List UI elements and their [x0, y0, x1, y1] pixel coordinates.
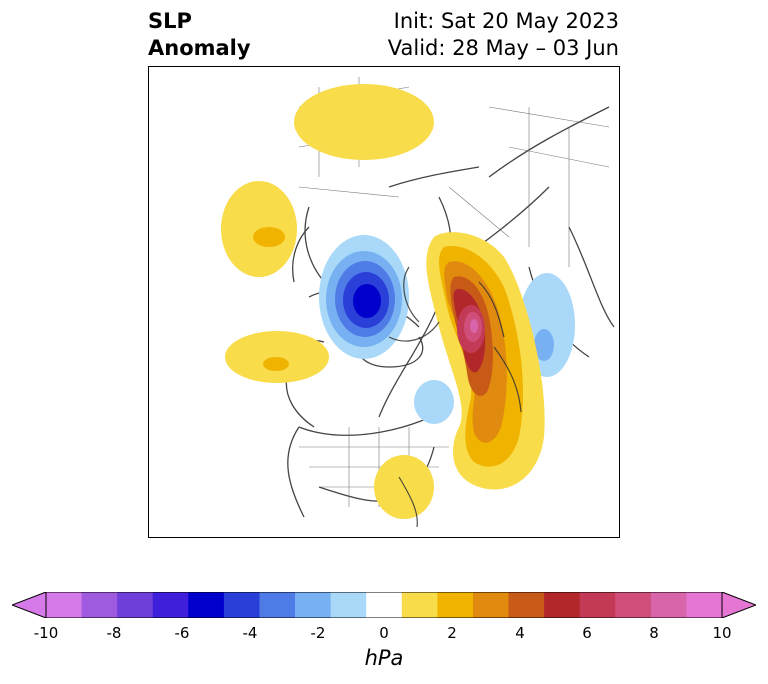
colorbar-segment	[579, 592, 616, 618]
tick-label: 8	[649, 624, 659, 642]
tick-label: -6	[174, 624, 190, 642]
positive-anomaly-north-pacific-north	[221, 181, 297, 277]
positive-anomaly-north-pacific-south	[225, 331, 329, 383]
colorbar-segment	[472, 592, 510, 618]
colorbar-segment	[259, 592, 296, 618]
title-left: SLP Anomaly	[148, 8, 251, 62]
positive-anomaly-north-pacific-south-core	[263, 357, 289, 371]
tick-label: 0	[379, 624, 389, 642]
colorbar-segment	[508, 592, 545, 618]
colorbar-extend-low	[10, 591, 47, 619]
colorbar-segments	[46, 592, 723, 618]
colorbar-segment	[81, 592, 118, 618]
colorbar-segment	[650, 592, 687, 618]
colorbar-segment	[401, 592, 438, 618]
colorbar-segment	[686, 592, 723, 618]
tick-label: 6	[582, 624, 592, 642]
colorbar-segment	[615, 592, 652, 618]
colorbar-segment	[46, 592, 83, 618]
tick-label: -8	[106, 624, 122, 642]
colorbar-unit: hPa	[364, 646, 404, 670]
tick-label: -10	[33, 624, 59, 642]
title-right: Init: Sat 20 May 2023 Valid: 28 May – 03…	[388, 8, 619, 62]
map-panel	[148, 66, 620, 538]
tick-label: 2	[447, 624, 457, 642]
negative-anomaly-arctic-core	[353, 284, 381, 318]
title-variable: SLP	[148, 9, 192, 33]
slp-anomaly-contours	[221, 84, 575, 519]
colorbar-segment	[366, 592, 403, 618]
positive-anomaly-atlantic-core	[470, 319, 478, 333]
init-date: Init: Sat 20 May 2023	[393, 9, 619, 33]
tick-label: 10	[712, 624, 732, 642]
anomaly-map	[221, 77, 615, 528]
title-field: Anomaly	[148, 36, 251, 60]
positive-anomaly-eastern-siberia	[294, 84, 434, 160]
colorbar-segment	[544, 592, 581, 618]
colorbar-extend-high	[721, 591, 758, 619]
positive-anomaly-north-pacific-north-core	[253, 227, 285, 247]
positive-anomaly-eastern-usa	[374, 455, 434, 519]
valid-dates: Valid: 28 May – 03 Jun	[387, 36, 619, 60]
colorbar-segment	[152, 592, 189, 618]
colorbar-graphic	[10, 591, 758, 619]
colorbar-segment	[188, 592, 225, 618]
colorbar-segment	[330, 592, 367, 618]
colorbar	[10, 591, 758, 619]
colorbar-segment	[437, 592, 474, 618]
tick-label: -4	[242, 624, 258, 642]
tick-label: -2	[310, 624, 326, 642]
colorbar-segment	[223, 592, 260, 618]
colorbar-segment	[295, 592, 332, 618]
colorbar-segment	[117, 592, 154, 618]
tick-label: 4	[515, 624, 525, 642]
coastlines-overlay	[388, 266, 522, 528]
negative-anomaly-western-siberia-core	[534, 329, 554, 361]
negative-anomaly-northeast-canada	[414, 380, 454, 424]
